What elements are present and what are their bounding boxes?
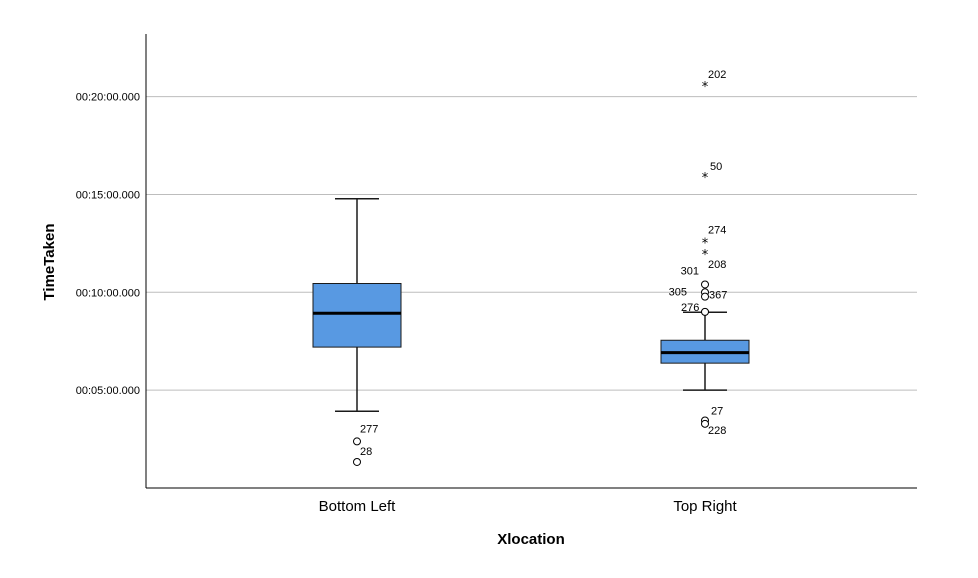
outlier-extreme-star: * bbox=[702, 171, 709, 186]
boxes bbox=[312, 198, 750, 413]
y-axis-title: TimeTaken bbox=[41, 224, 58, 301]
y-tick-label: 00:10:00.000 bbox=[76, 287, 140, 299]
outlier-label: 27 bbox=[711, 405, 723, 417]
box-group bbox=[312, 198, 402, 413]
outlier-label: 277 bbox=[360, 423, 378, 435]
outlier-label: 50 bbox=[710, 161, 722, 173]
y-tick-label: 00:20:00.000 bbox=[76, 92, 140, 104]
outlier-circle bbox=[701, 292, 709, 301]
outlier-label: 276 bbox=[681, 302, 699, 314]
outlier-circle bbox=[353, 437, 361, 446]
outlier-label: 28 bbox=[360, 446, 372, 458]
outlier-extreme-star: * bbox=[702, 80, 709, 95]
outlier-circle bbox=[701, 419, 709, 428]
y-axis-ticks: 00:05:00.000 00:10:00.000 00:15:00.000 00:2… bbox=[76, 92, 140, 398]
gridlines bbox=[146, 96, 917, 391]
y-tick-label: 00:15:00.000 bbox=[76, 189, 140, 201]
box-group bbox=[660, 311, 750, 391]
x-category-label: Top Right bbox=[673, 498, 737, 515]
outlier-extreme-star: * bbox=[702, 248, 709, 263]
outlier-label: 202 bbox=[708, 69, 726, 81]
outlier-circle bbox=[701, 307, 709, 316]
x-axis-title: Xlocation bbox=[497, 531, 565, 548]
box-iqr bbox=[312, 283, 402, 348]
x-category-label: Bottom Left bbox=[319, 498, 397, 515]
outlier-label: 208 bbox=[708, 259, 726, 271]
outlier-circle bbox=[353, 457, 361, 466]
x-axis-categories: Bottom Left Top Right bbox=[319, 498, 738, 515]
y-tick-label: 00:05:00.000 bbox=[76, 385, 140, 397]
outlier-label: 228 bbox=[708, 425, 726, 437]
axes bbox=[145, 34, 917, 489]
outlier-label: 301 bbox=[681, 265, 699, 277]
outlier-label: 305 bbox=[669, 287, 687, 299]
outlier-label: 274 bbox=[708, 224, 726, 236]
outlier-extreme-star: * bbox=[702, 236, 709, 251]
outlier-label: 367 bbox=[709, 289, 727, 301]
outlier-circle bbox=[701, 280, 709, 289]
